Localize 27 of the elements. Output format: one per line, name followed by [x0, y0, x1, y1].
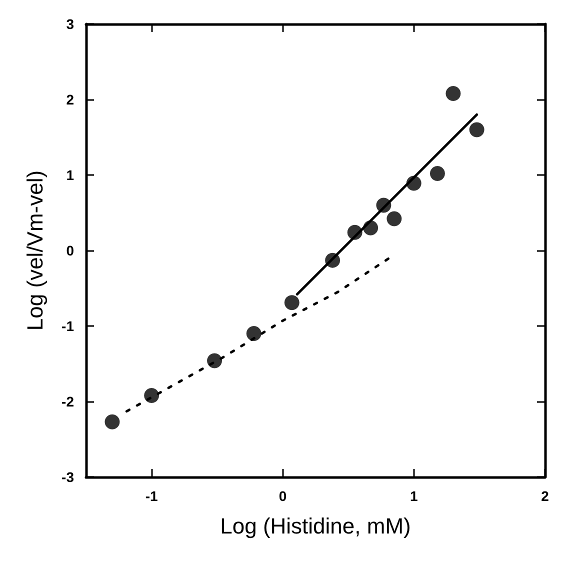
y-tick-label: 0 — [66, 242, 74, 258]
point — [325, 252, 340, 268]
point — [386, 211, 402, 226]
y-tick-label: -3 — [62, 469, 74, 485]
x-axis-title: Log (Histidine, mM) — [220, 514, 411, 538]
point — [246, 326, 262, 342]
x-tick-label: 2 — [541, 488, 550, 504]
point — [363, 220, 378, 236]
point — [469, 122, 484, 138]
point — [347, 224, 362, 240]
point — [406, 176, 422, 191]
x-tick-label: 0 — [278, 488, 287, 504]
point — [430, 166, 445, 181]
point — [144, 388, 160, 403]
y-tick-label: -2 — [62, 394, 74, 410]
point — [376, 198, 392, 213]
y-tick-label: 2 — [66, 92, 74, 108]
point — [446, 86, 461, 101]
point — [207, 353, 222, 368]
y-axis-title: Log (vel/Vm-vel) — [22, 170, 48, 331]
point — [284, 295, 300, 310]
x-tick-label: -1 — [145, 488, 158, 504]
x-tick-label: 1 — [410, 488, 418, 504]
y-tick-label: 3 — [66, 16, 74, 32]
y-tick-label: 1 — [66, 167, 74, 183]
point — [104, 414, 120, 430]
y-tick-label: -1 — [62, 318, 74, 334]
